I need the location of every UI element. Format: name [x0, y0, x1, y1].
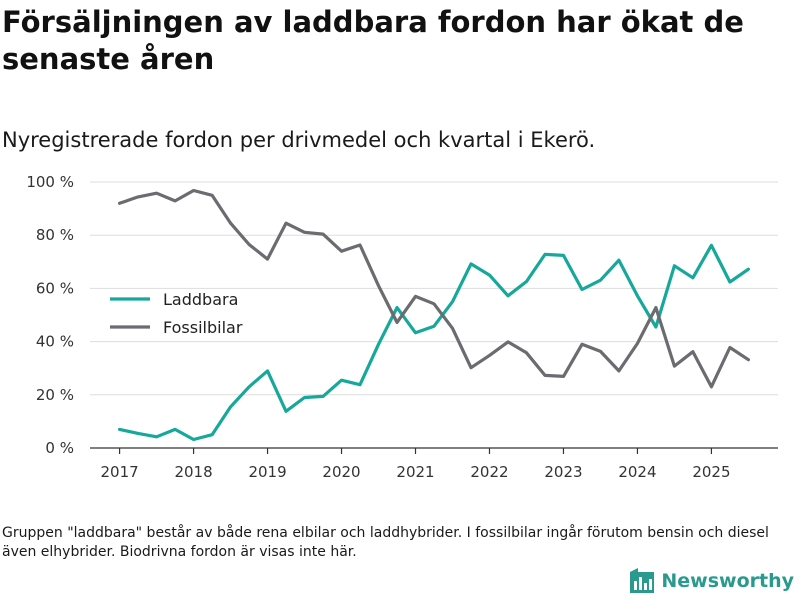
x-tick-label-2018: 2018 [174, 463, 212, 481]
x-tick-label-2019: 2019 [248, 463, 286, 481]
y-tick-label-80: 80 % [36, 226, 74, 244]
x-tick-label-2025: 2025 [692, 463, 730, 481]
x-tick-label-2023: 2023 [544, 463, 582, 481]
line-chart: 0 % 20 % 40 % 60 % 80 % 100 % 2017 2018 2019 2020… [26, 173, 778, 481]
x-tick-label-2017: 2017 [100, 463, 138, 481]
legend-label-laddbara: Laddbara [163, 290, 238, 309]
legend: Laddbara Fossilbilar [110, 290, 243, 337]
series-line-laddbara [117, 243, 751, 442]
series-lines [117, 188, 751, 442]
y-tick-label-40: 40 % [36, 333, 74, 351]
y-tick-label-0: 0 % [45, 439, 74, 457]
brand-logo[interactable]: Newsworthy [629, 568, 794, 594]
y-tick-label-100: 100 % [26, 173, 74, 191]
axes: 0 % 20 % 40 % 60 % 80 % 100 % 2017 2018 2019 2020… [26, 173, 778, 481]
brand-name: Newsworthy [661, 570, 794, 592]
y-tick-label-20: 20 % [36, 386, 74, 404]
newsworthy-logo-icon [630, 568, 655, 593]
gridlines [90, 181, 778, 396]
chart-title: Försäljningen av laddbara fordon har öka… [2, 5, 744, 76]
legend-label-fossilbilar: Fossilbilar [163, 318, 243, 337]
series-line-fossilbilar [117, 188, 751, 389]
footnote: Gruppen "laddbara" består av både rena e… [2, 525, 769, 560]
x-tick-label-2020: 2020 [322, 463, 360, 481]
x-tick-label-2021: 2021 [396, 463, 434, 481]
chart-subtitle: Nyregistrerade fordon per drivmedel och … [2, 128, 596, 152]
y-tick-label-60: 60 % [36, 279, 74, 297]
x-tick-label-2022: 2022 [470, 463, 508, 481]
x-tick-label-2024: 2024 [618, 463, 656, 481]
